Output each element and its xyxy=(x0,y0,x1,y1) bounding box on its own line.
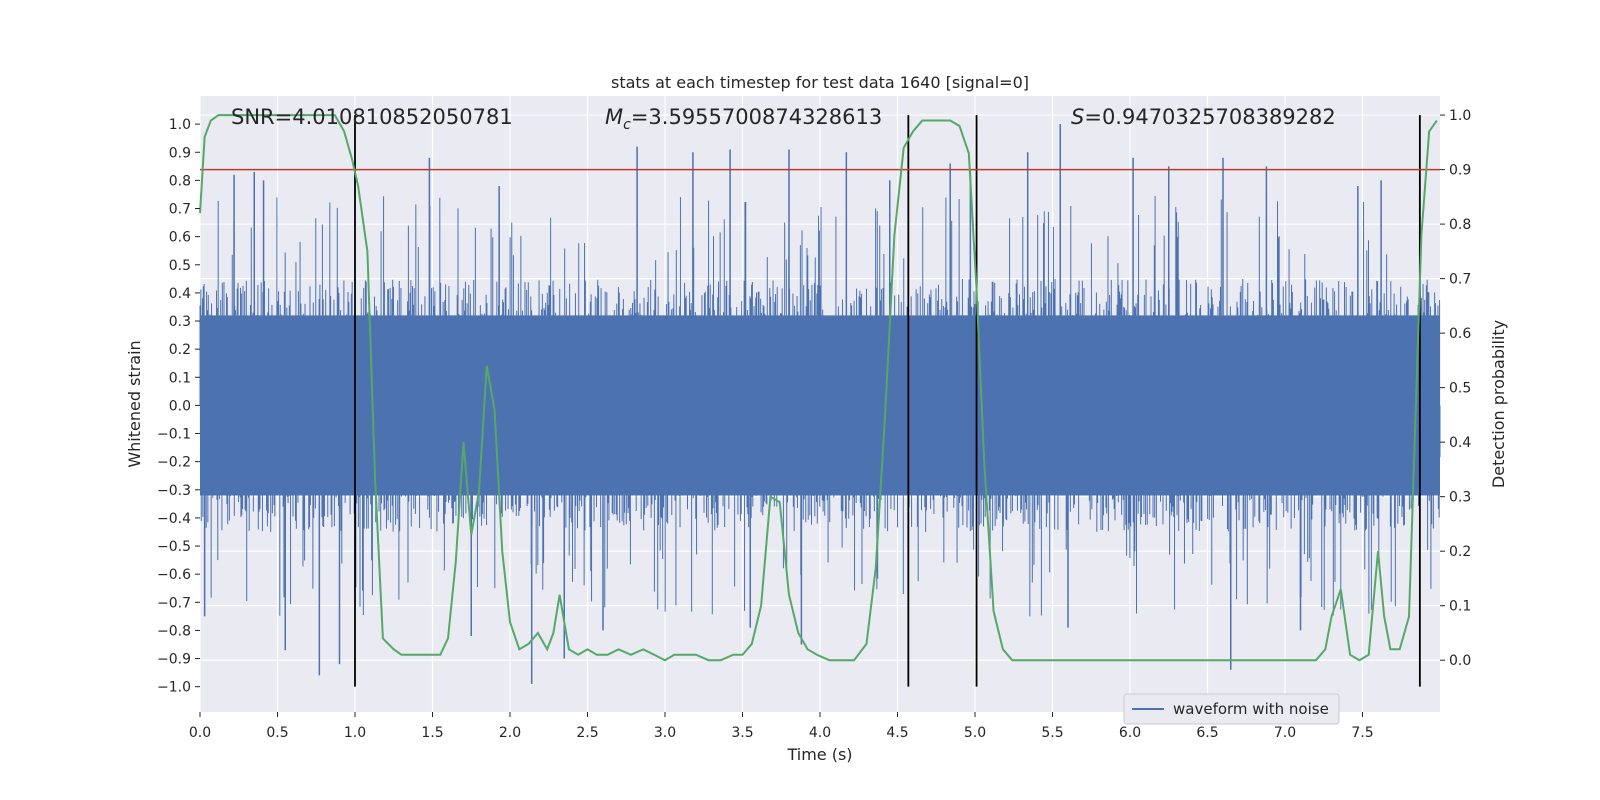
x-tick-label-5: 2.5 xyxy=(576,725,598,741)
y-ticks-right: 1.0 0.9 0.8 0.7 0.6 0.5 0.4 0.3 0.2 0.1 0.0 xyxy=(1440,108,1471,669)
y-left-tick-label-3: 0.7 xyxy=(169,202,191,218)
x-tick-label-10: 5.0 xyxy=(964,725,986,741)
y-right-tick-label-2: 0.8 xyxy=(1449,217,1471,233)
x-tick-label-7: 3.5 xyxy=(731,725,753,741)
detection-probability-line xyxy=(199,114,1438,662)
y-left-tick-label-11: −0.1 xyxy=(157,427,191,443)
y-left-tick-label-17: −0.7 xyxy=(157,595,191,611)
y-left-tick-label-1: 0.9 xyxy=(169,145,191,161)
legend-box xyxy=(1123,693,1340,725)
y-right-tick-label-1: 0.9 xyxy=(1449,163,1471,179)
chart-title: stats at each timestep for test data 164… xyxy=(611,73,1029,92)
x-tick-label-4: 2.0 xyxy=(499,725,521,741)
snr-annotation: SNR=4.010810852050781 xyxy=(231,105,513,129)
y-left-tick-label-2: 0.8 xyxy=(169,173,191,189)
chirp-mass-symbol: M xyxy=(605,105,623,129)
y-right-tick-label-10: 0.0 xyxy=(1449,653,1471,669)
x-tick-label-15: 7.5 xyxy=(1351,725,1373,741)
y-left-tick-label-7: 0.3 xyxy=(169,314,191,330)
y-left-tick-label-5: 0.5 xyxy=(169,258,191,274)
x-tick-label-8: 4.0 xyxy=(809,725,831,741)
chirp-mass-subscript: c xyxy=(623,117,631,133)
s-annotation: S=0.9470325708389282 xyxy=(1071,105,1336,129)
x-tick-label-6: 3.0 xyxy=(654,725,676,741)
y-left-tick-label-13: −0.3 xyxy=(157,483,191,499)
y-left-tick-label-9: 0.1 xyxy=(169,370,191,386)
event-lines xyxy=(354,115,1421,687)
y-left-tick-label-10: 0.0 xyxy=(169,398,191,414)
legend-entry: waveform with noise xyxy=(1173,700,1329,718)
y-left-tick-label-6: 0.4 xyxy=(169,286,191,302)
y-right-tick-label-5: 0.5 xyxy=(1449,381,1471,397)
x-tick-label-3: 1.5 xyxy=(421,725,443,741)
y-right-tick-label-7: 0.3 xyxy=(1449,490,1471,506)
x-tick-label-2: 1.0 xyxy=(344,725,366,741)
y-left-tick-label-4: 0.6 xyxy=(169,230,191,246)
y-ticks-left: 1.0 0.9 0.8 0.7 0.6 0.5 0.4 0.3 0.2 0.1 0.0 −0.1 −0.… xyxy=(157,117,200,696)
y-left-tick-label-18: −0.8 xyxy=(157,623,191,639)
x-tick-label-9: 4.5 xyxy=(886,725,908,741)
x-tick-label-1: 0.5 xyxy=(266,725,288,741)
y-left-tick-label-14: −0.4 xyxy=(157,511,191,527)
x-axis-label: Time (s) xyxy=(786,745,852,764)
y-right-tick-label-6: 0.4 xyxy=(1449,435,1471,451)
s-value: =0.9470325708389282 xyxy=(1084,105,1335,129)
s-symbol: S xyxy=(1071,105,1084,129)
chirp-mass-annotation: Mc=3.5955700874328613 xyxy=(605,105,882,133)
y-right-tick-label-0: 1.0 xyxy=(1449,108,1471,124)
y-axis-label-right: Detection probability xyxy=(1489,320,1508,488)
x-tick-label-12: 6.0 xyxy=(1119,725,1141,741)
x-ticks: 0.0 0.5 1.0 1.5 2.0 2.5 3.0 3.5 4.0 4.5 5.0 5.5 6.0 6… xyxy=(189,712,1374,741)
x-tick-label-14: 7.0 xyxy=(1274,725,1296,741)
y-right-tick-label-4: 0.6 xyxy=(1449,326,1471,342)
y-left-tick-label-0: 1.0 xyxy=(169,117,191,133)
y-left-tick-label-16: −0.6 xyxy=(157,567,191,583)
chirp-mass-value: =3.5955700874328613 xyxy=(631,105,882,129)
x-tick-label-11: 5.5 xyxy=(1041,725,1063,741)
y-axis-label-left: Whitened strain xyxy=(125,340,144,467)
noise-core xyxy=(200,315,1440,496)
y-left-tick-label-12: −0.2 xyxy=(157,455,191,471)
waveform-with-noise-series xyxy=(199,124,1441,684)
y-right-tick-label-9: 0.1 xyxy=(1449,599,1471,615)
y-left-tick-label-19: −0.9 xyxy=(157,652,191,668)
y-left-tick-label-15: −0.5 xyxy=(157,539,191,555)
y-right-tick-label-8: 0.2 xyxy=(1449,544,1471,560)
y-left-tick-label-20: −1.0 xyxy=(157,680,191,696)
y-left-tick-label-8: 0.2 xyxy=(169,342,191,358)
legend: waveform with noise xyxy=(1123,693,1340,725)
x-tick-label-0: 0.0 xyxy=(189,725,211,741)
x-tick-label-13: 6.5 xyxy=(1196,725,1218,741)
y-right-tick-label-3: 0.7 xyxy=(1449,272,1471,288)
